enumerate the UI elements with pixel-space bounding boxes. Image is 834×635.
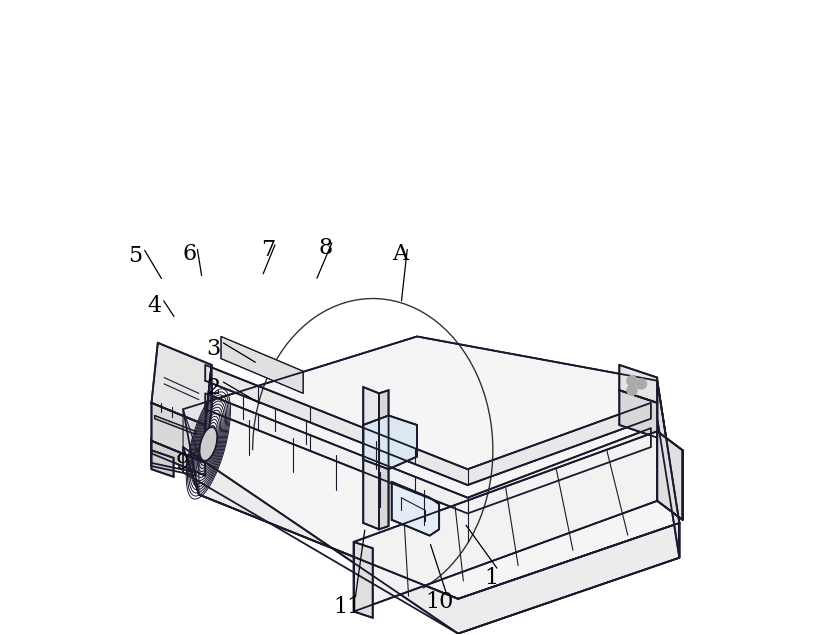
Polygon shape bbox=[183, 409, 198, 495]
Polygon shape bbox=[620, 365, 657, 403]
Text: 10: 10 bbox=[425, 591, 454, 613]
Text: 4: 4 bbox=[148, 295, 162, 317]
Polygon shape bbox=[620, 390, 657, 438]
Text: A: A bbox=[392, 243, 408, 265]
Polygon shape bbox=[152, 403, 205, 463]
Polygon shape bbox=[392, 482, 440, 535]
Circle shape bbox=[636, 379, 646, 389]
Polygon shape bbox=[657, 431, 682, 520]
Polygon shape bbox=[364, 387, 379, 530]
Polygon shape bbox=[154, 415, 196, 434]
Polygon shape bbox=[657, 381, 680, 558]
Polygon shape bbox=[183, 337, 680, 599]
Polygon shape bbox=[379, 390, 389, 530]
Ellipse shape bbox=[199, 427, 217, 461]
Polygon shape bbox=[205, 365, 212, 463]
Text: 9: 9 bbox=[176, 452, 190, 474]
Polygon shape bbox=[152, 343, 212, 425]
Text: 7: 7 bbox=[261, 239, 275, 261]
Polygon shape bbox=[205, 365, 651, 485]
Polygon shape bbox=[364, 415, 417, 469]
Text: 6: 6 bbox=[183, 243, 197, 265]
Text: 3: 3 bbox=[206, 338, 220, 360]
Circle shape bbox=[627, 376, 637, 386]
Polygon shape bbox=[354, 542, 373, 618]
Polygon shape bbox=[354, 431, 682, 612]
Polygon shape bbox=[221, 337, 304, 393]
Text: 1: 1 bbox=[484, 567, 498, 589]
Text: 5: 5 bbox=[128, 244, 143, 267]
Polygon shape bbox=[205, 393, 651, 514]
Polygon shape bbox=[152, 441, 205, 476]
Text: 11: 11 bbox=[334, 596, 362, 618]
Text: 8: 8 bbox=[319, 237, 333, 259]
Polygon shape bbox=[152, 450, 173, 477]
Text: 2: 2 bbox=[206, 377, 220, 399]
Polygon shape bbox=[183, 447, 680, 634]
Circle shape bbox=[627, 385, 637, 395]
